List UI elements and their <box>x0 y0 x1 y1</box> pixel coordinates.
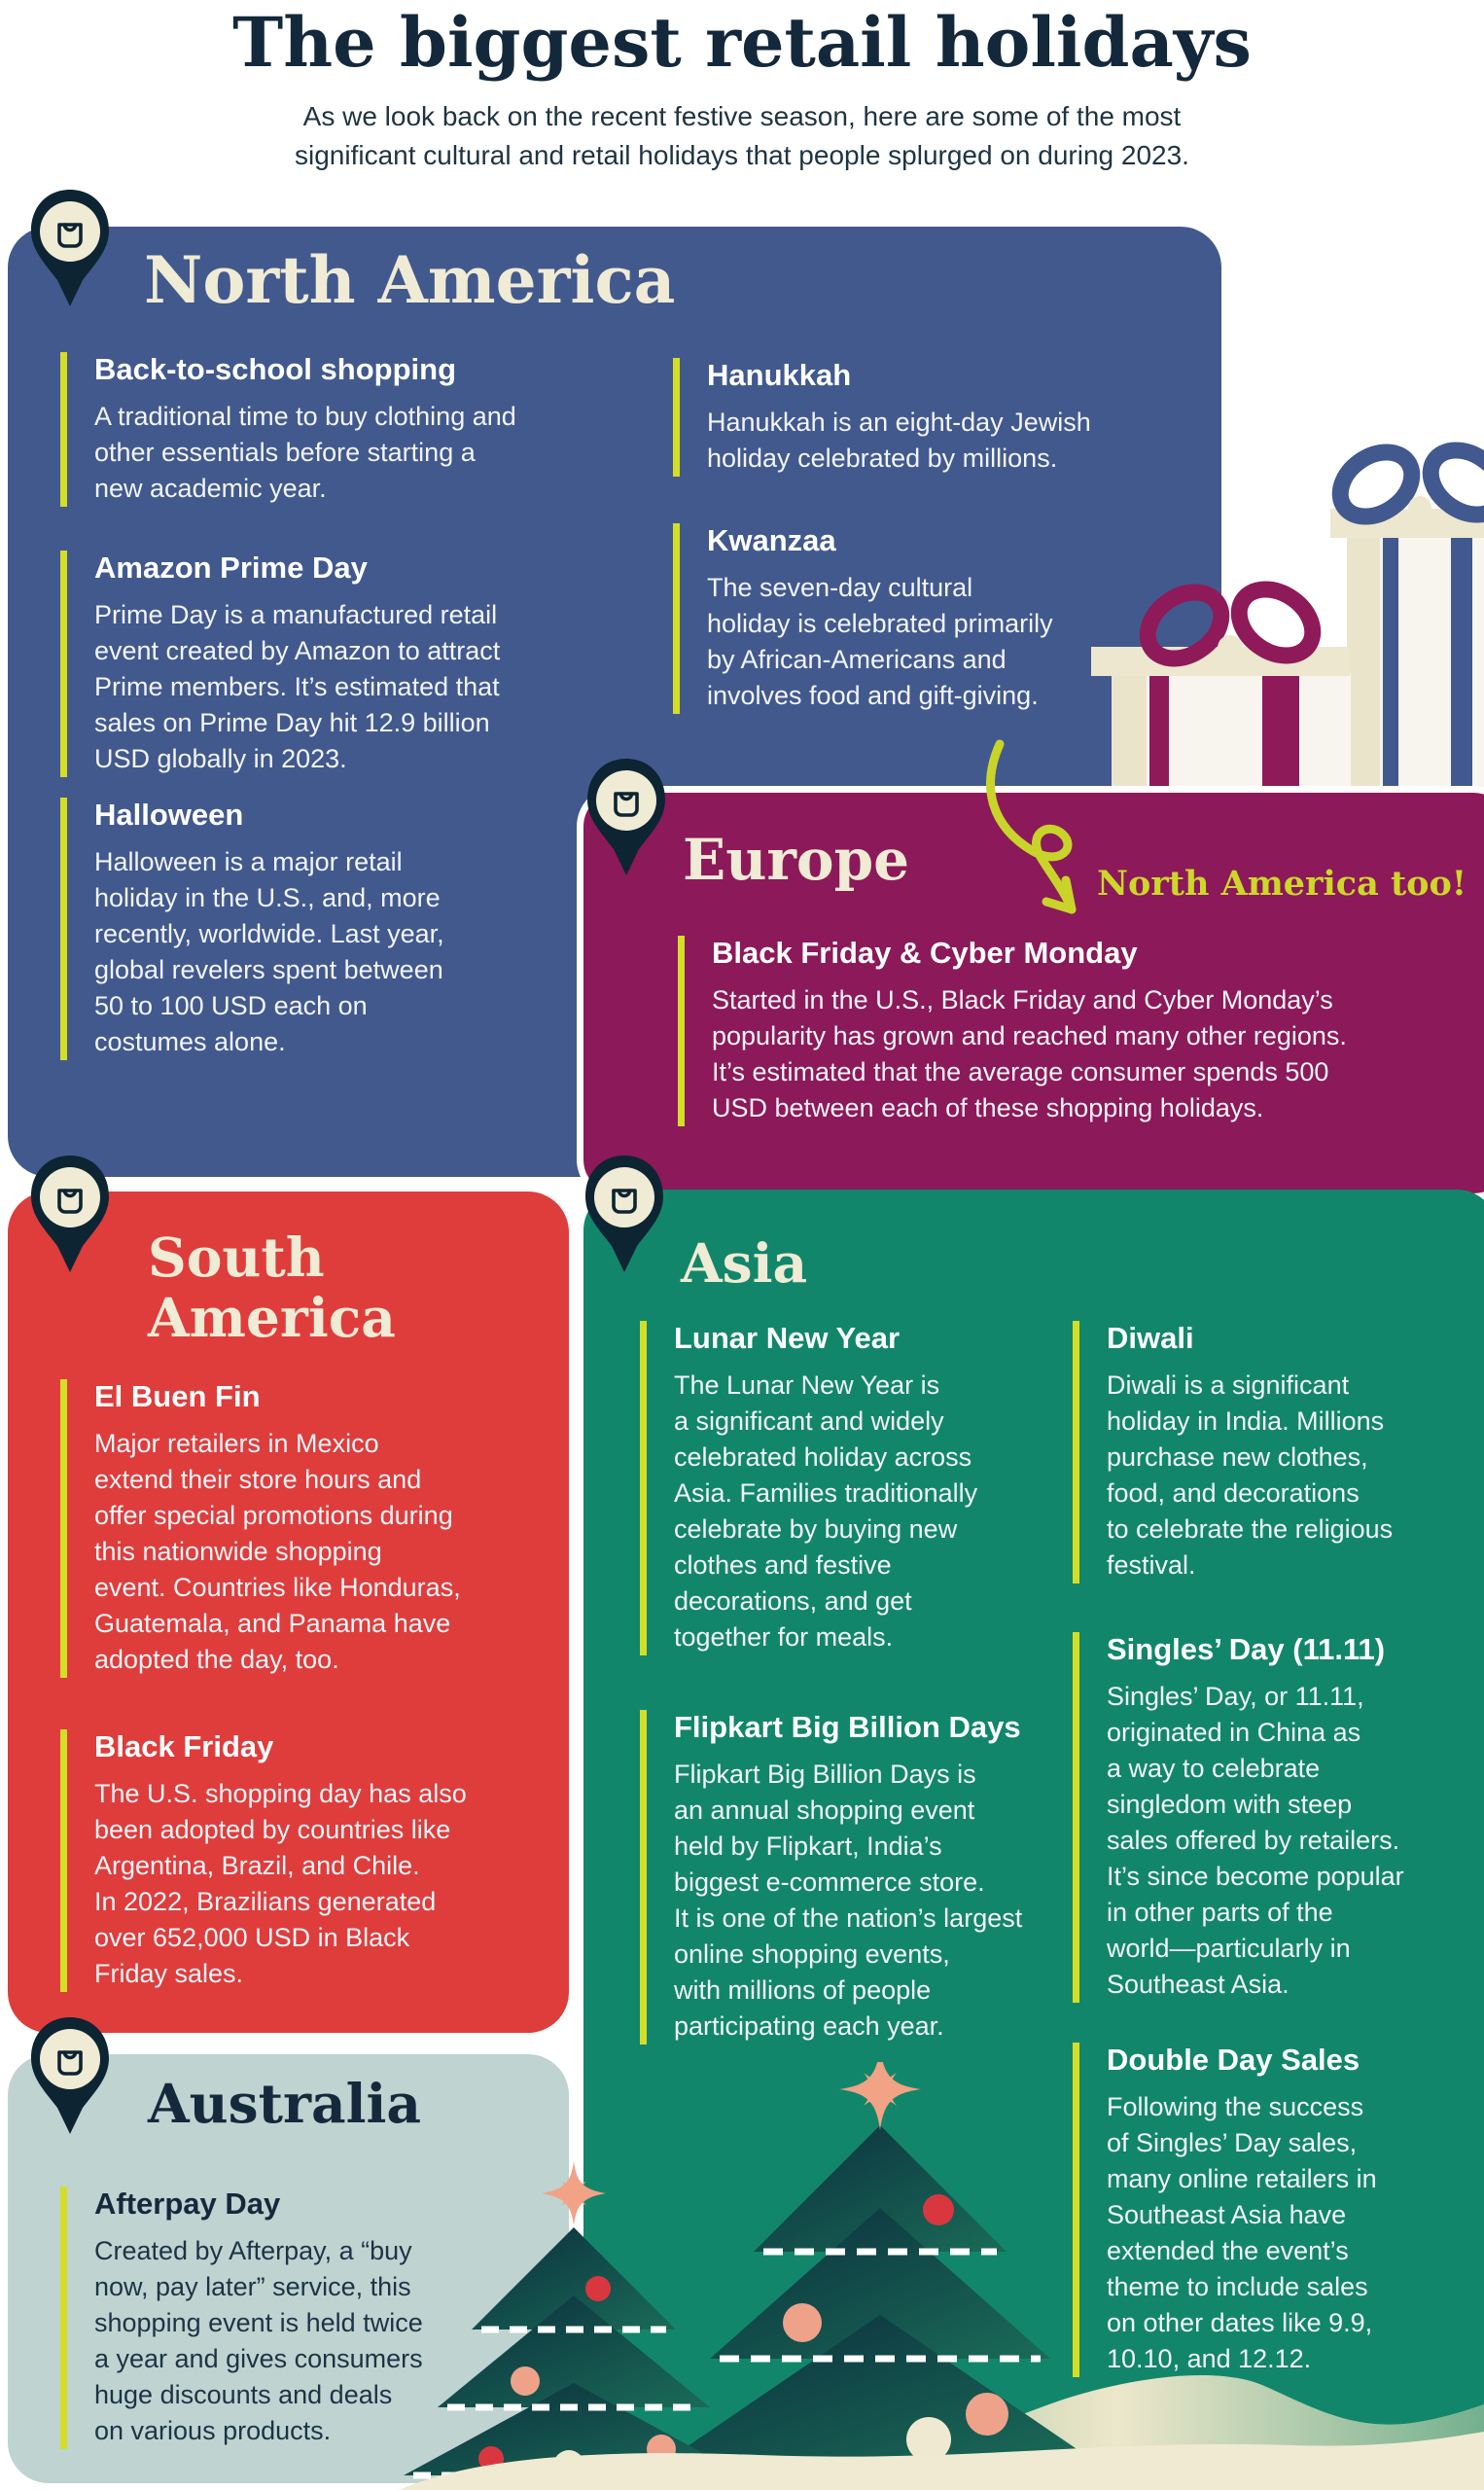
holiday-item-amazon-prime-day: Amazon Prime Day Prime Day is a manufact… <box>60 551 600 777</box>
map-pin-shopping-bag-icon <box>31 190 109 306</box>
region-heading-australia: Australia <box>148 2072 422 2135</box>
page-subtitle: As we look back on the recent festive se… <box>295 101 1189 170</box>
holiday-description: Diwali is a significant holiday in India… <box>1107 1370 1394 1580</box>
holiday-title: Black Friday & Cyber Monday <box>712 936 1138 970</box>
annotation-label: North America too! <box>1097 864 1467 904</box>
holiday-title: Double Day Sales <box>1107 2043 1360 2077</box>
holiday-description: Halloween is a major retail holiday in t… <box>94 846 444 1056</box>
holiday-title: Halloween <box>94 798 244 832</box>
region-heading-south-america: South America <box>148 1226 396 1349</box>
holiday-item-lunar-new-year: Lunar New Year The Lunar New Year is a s… <box>640 1321 1058 1655</box>
curved-arrow-icon <box>986 739 1077 914</box>
holiday-description: The U.S. shopping day has also been adop… <box>94 1778 467 1988</box>
holiday-item-singles-day: Singles’ Day (11.11) Singles’ Day, or 11… <box>1073 1632 1484 2003</box>
map-pin-shopping-bag-icon <box>31 2017 109 2134</box>
region-heading-north-america: North America <box>144 242 676 318</box>
holiday-description: Following the success of Singles’ Day sa… <box>1107 2091 1377 2373</box>
holiday-title: Flipkart Big Billion Days <box>674 1710 1021 1744</box>
map-pin-shopping-bag-icon <box>31 1156 109 1272</box>
holiday-title: Diwali <box>1107 1321 1194 1355</box>
holiday-item-el-buen-fin: El Buen Fin Major retailers in Mexico ex… <box>60 1379 556 1678</box>
holiday-description: The seven-day cultural holiday is celebr… <box>707 572 1053 710</box>
holiday-description: Singles’ Day, or 11.11, originated in Ch… <box>1107 1681 1404 1999</box>
holiday-item-back-to-school: Back-to-school shopping A traditional ti… <box>60 352 600 507</box>
holiday-title: Amazon Prime Day <box>94 551 368 585</box>
holiday-item-double-day-sales: Double Day Sales Following the success o… <box>1073 2043 1484 2377</box>
gift-boxes-illustration <box>1091 442 1484 807</box>
holiday-item-black-friday-sa: Black Friday The U.S. shopping day has a… <box>60 1729 556 1992</box>
holiday-title: Black Friday <box>94 1729 274 1763</box>
holiday-title: Afterpay Day <box>94 2187 281 2221</box>
holiday-title: Singles’ Day (11.11) <box>1107 1632 1386 1666</box>
holiday-item-diwali: Diwali Diwali is a significant holiday i… <box>1073 1321 1484 1583</box>
holiday-item-afterpay-day: Afterpay Day Created by Afterpay, a “buy… <box>60 2187 561 2449</box>
holiday-item-halloween: Halloween Halloween is a major retail ho… <box>60 798 600 1060</box>
holiday-title: Kwanzaa <box>707 523 836 557</box>
holiday-description: A traditional time to buy clothing and o… <box>94 401 516 503</box>
holiday-description: Started in the U.S., Black Friday and Cy… <box>712 984 1347 1122</box>
holiday-title: Lunar New Year <box>674 1321 901 1355</box>
holiday-description: Hanukkah is an eight-day Jewish holiday … <box>707 407 1091 473</box>
holiday-description: Prime Day is a manufactured retail event… <box>94 599 501 773</box>
snow-wave-decoration <box>399 2432 1484 2490</box>
holiday-title: El Buen Fin <box>94 1379 261 1413</box>
card-asia <box>583 1190 1484 2483</box>
map-pin-shopping-bag-icon <box>587 759 665 875</box>
card-australia <box>8 2054 569 2483</box>
holiday-item-black-friday-cyber-monday: Black Friday & Cyber Monday Started in t… <box>678 936 1470 1126</box>
page-title: The biggest retail holidays <box>232 2 1252 83</box>
holiday-description: The Lunar New Year is a significant and … <box>674 1370 978 1652</box>
card-south-america <box>8 1192 569 2033</box>
holiday-description: Flipkart Big Billion Days is an annual s… <box>674 1759 1023 2041</box>
region-heading-europe: Europe <box>683 827 910 893</box>
holiday-item-flipkart-big-billion-days: Flipkart Big Billion Days Flipkart Big B… <box>640 1710 1082 2045</box>
map-pin-shopping-bag-icon <box>585 1156 663 1272</box>
holiday-title: Hanukkah <box>707 358 852 392</box>
holiday-item-hanukkah: Hanukkah Hanukkah is an eight-day Jewish… <box>673 358 1140 477</box>
region-heading-asia: Asia <box>681 1231 808 1295</box>
holiday-description: Major retailers in Mexico extend their s… <box>94 1428 461 1674</box>
holiday-description: Created by Afterpay, a “buy now, pay lat… <box>94 2235 423 2445</box>
holiday-title: Back-to-school shopping <box>94 352 456 386</box>
holiday-item-kwanzaa: Kwanzaa The seven-day cultural holiday i… <box>673 523 1140 714</box>
